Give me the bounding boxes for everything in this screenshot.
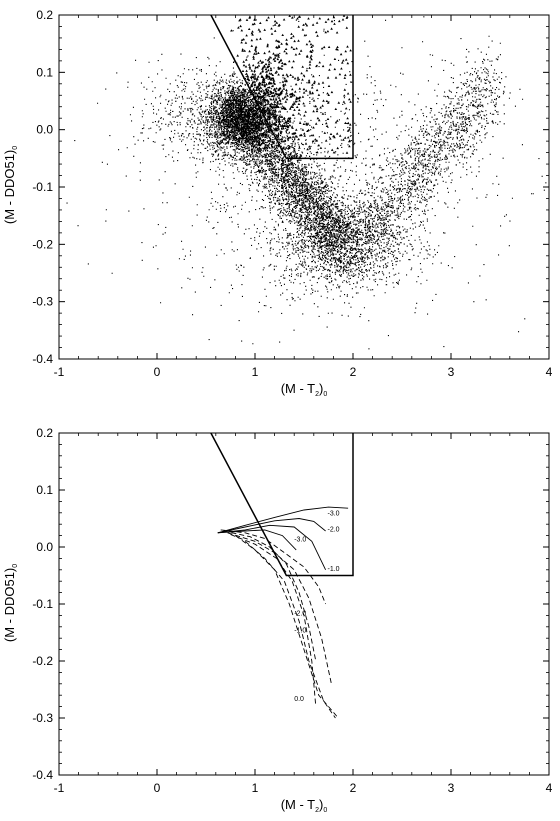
isochrone-label: 0.0 <box>294 696 304 703</box>
y-tick-label: -0.4 <box>32 352 53 366</box>
x-tick-label: 4 <box>546 365 553 379</box>
isochrone-label: -1.0 <box>328 566 340 573</box>
x-tick-label: 4 <box>546 781 553 795</box>
y-tick-label: -0.3 <box>32 711 53 725</box>
giant-selection-boundary <box>210 432 354 577</box>
x-tick-label: 1 <box>252 781 259 795</box>
giant-isochrone-line <box>217 524 327 570</box>
bottom-x-axis-label: (M - T2)0 <box>281 797 328 814</box>
top-overlays <box>210 14 354 160</box>
dwarf-points <box>66 16 547 350</box>
isochrone-label: -2.0 <box>294 610 306 617</box>
top-y-axis-label: (M - DDO51)0 <box>2 146 19 224</box>
dwarf-isochrone-line <box>244 540 336 719</box>
y-tick-label: 0.2 <box>36 426 53 440</box>
isochrone-label: -3.0 <box>328 511 340 518</box>
x-tick-label: 3 <box>448 365 455 379</box>
x-tick-label: 2 <box>350 781 357 795</box>
x-tick-label: 2 <box>350 365 357 379</box>
bottom-ticks: -1 0 1 2 3 4 -0.4 -0.3 -0.2 -0.1 0.0 0.1 0.2 <box>32 426 552 795</box>
x-tick-label: 1 <box>252 365 259 379</box>
dwarf-isochrone-line <box>227 532 332 684</box>
x-tick-label: 3 <box>448 781 455 795</box>
isochrone-label: -1.0 <box>294 628 306 635</box>
dwarf-isochrone-line <box>235 535 339 719</box>
y-tick-label: 0.1 <box>36 483 53 497</box>
top-x-axis-label: (M - T2)0 <box>281 381 328 398</box>
giant-isochrone-line <box>217 506 349 534</box>
dwarf-isochrone-line <box>223 530 317 662</box>
y-tick-label: -0.2 <box>32 654 53 668</box>
x-tick-label: 0 <box>154 781 161 795</box>
dwarf-isochrone-line <box>230 534 317 707</box>
giant-isochrone-line <box>217 529 297 551</box>
giant-candidate-points <box>230 15 352 157</box>
y-tick-label: 0.2 <box>36 8 53 22</box>
giant-isochrone-line <box>217 518 326 534</box>
bottom-y-axis-label: (M - DDO51)0 <box>2 564 19 642</box>
y-tick-label: -0.2 <box>32 237 53 251</box>
x-tick-label: -1 <box>54 781 65 795</box>
y-tick-label: -0.1 <box>32 597 53 611</box>
top-ticks: -1 0 1 2 3 4 -0.4 -0.3 -0.2 -0.1 0.0 0.1 0.2 <box>32 8 552 379</box>
isochrone-label: -3.0 <box>294 536 306 543</box>
y-tick-label: -0.4 <box>32 768 53 782</box>
bottom-data-marks: -3.0 -2.0 -1.0 -3.0 -2.0 -1.0 0.0 <box>217 506 349 719</box>
y-tick-label: 0.1 <box>36 65 53 79</box>
x-tick-label: -1 <box>54 365 65 379</box>
top-panel: -1 0 1 2 3 4 -0.4 -0.3 -0.2 -0.1 0.0 0.1 0.2 (M - T2… <box>2 8 553 398</box>
y-tick-label: 0.0 <box>36 540 53 554</box>
y-tick-label: -0.1 <box>32 180 53 194</box>
giant-selection-boundary <box>210 14 354 160</box>
bottom-plot-frame <box>58 432 550 776</box>
bottom-panel: -3.0-2.0-1.0-3.0-2.0-1.00.0 -1 0 1 2 3 4-0.4-… <box>2 426 553 814</box>
top-data-marks <box>66 15 547 350</box>
bottom-overlays <box>210 432 354 577</box>
y-tick-label: -0.3 <box>32 295 53 309</box>
isochrone-label: -2.0 <box>328 527 340 534</box>
x-tick-label: 0 <box>154 365 161 379</box>
dwarf-isochrone-line <box>220 529 327 605</box>
y-tick-label: 0.0 <box>36 123 53 137</box>
